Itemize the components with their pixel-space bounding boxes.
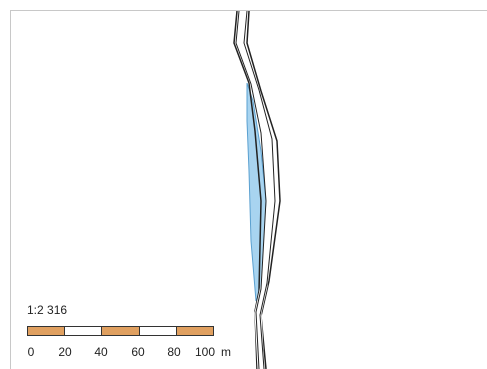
scale-segment — [138, 327, 176, 335]
scale-segment — [28, 327, 65, 335]
scale-segment — [175, 327, 214, 335]
scale-unit: m — [221, 345, 231, 359]
scale-tick: 80 — [167, 345, 181, 359]
scale-ratio: 1:2 316 — [27, 303, 68, 317]
road-inner-left — [235, 11, 267, 369]
scale-tick: 20 — [58, 345, 72, 359]
scale-tick: 60 — [131, 345, 145, 359]
map-canvas[interactable] — [11, 11, 487, 369]
road-band — [236, 11, 274, 369]
scale-tick: 100 — [194, 345, 216, 359]
scale-segment — [64, 327, 102, 335]
scale-tick: 40 — [94, 345, 108, 359]
road-right-edge — [246, 11, 281, 369]
scale-segment — [101, 327, 139, 335]
road-inner-right — [243, 11, 276, 369]
map-view[interactable] — [10, 10, 487, 369]
scale-bar — [27, 326, 214, 336]
scale-tick: 0 — [27, 345, 35, 359]
